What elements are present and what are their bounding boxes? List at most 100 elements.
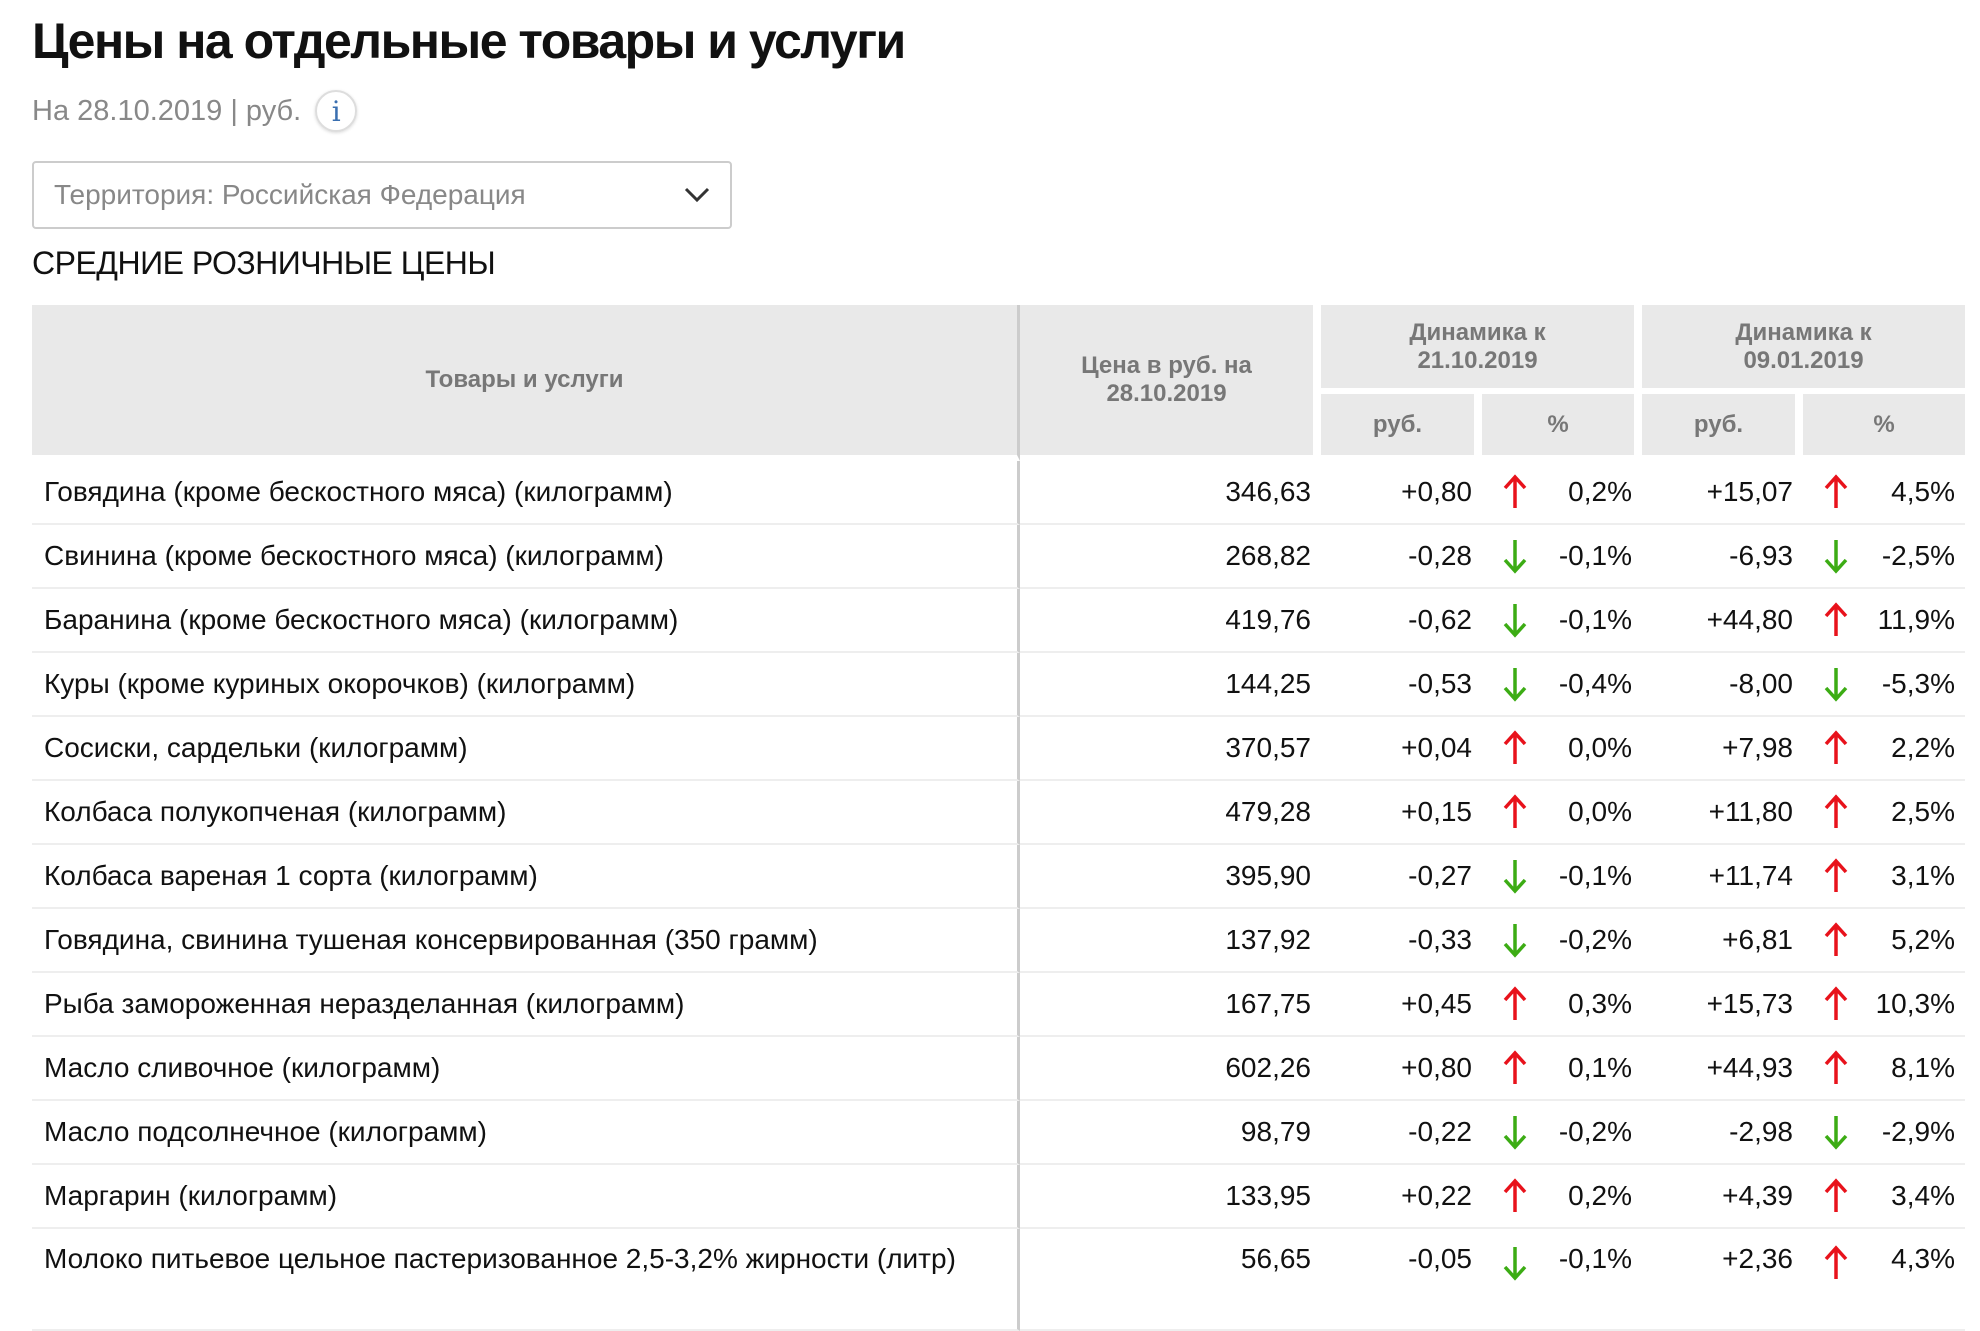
week-change-pct: -0,4%: [1482, 653, 1642, 717]
week-change-pct-value: 0,2%: [1568, 476, 1632, 507]
territory-select[interactable]: Территория: Российская Федерация: [32, 161, 732, 229]
year-change-pct: 5,2%: [1803, 909, 1965, 973]
year-change-pct: 2,5%: [1803, 781, 1965, 845]
year-change-pct-value: 11,9%: [1877, 604, 1955, 635]
header-rub: руб.: [1642, 394, 1803, 461]
arrow-up-icon: [1824, 730, 1848, 764]
year-change-pct: -5,3%: [1803, 653, 1965, 717]
item-name: Рыба замороженная неразделанная (килогра…: [32, 973, 1020, 1037]
arrow-down-icon: [1503, 540, 1527, 574]
year-change-pct: 4,5%: [1803, 461, 1965, 525]
arrow-down-icon: [1503, 668, 1527, 702]
week-change-pct-value: 0,0%: [1568, 732, 1632, 763]
year-change-rub: +11,74: [1642, 845, 1803, 909]
week-change-pct-value: -0,1%: [1558, 1243, 1632, 1274]
arrow-down-icon: [1503, 1247, 1527, 1281]
year-change-rub: -6,93: [1642, 525, 1803, 589]
week-change-pct-value: -0,4%: [1558, 668, 1632, 699]
week-change-rub: +0,22: [1321, 1165, 1482, 1229]
arrow-up-icon: [1824, 602, 1848, 636]
year-change-pct-value: 5,2%: [1891, 924, 1955, 955]
week-change-rub: -0,05: [1321, 1229, 1482, 1331]
year-change-pct-value: -2,5%: [1881, 540, 1955, 571]
week-change-pct: -0,1%: [1482, 589, 1642, 653]
price: 346,63: [1020, 461, 1321, 525]
arrow-down-icon: [1824, 540, 1848, 574]
price: 56,65: [1020, 1229, 1321, 1331]
arrow-up-icon: [1503, 1178, 1527, 1212]
item-name: Масло подсолнечное (килограмм): [32, 1101, 1020, 1165]
header-pct: %: [1803, 394, 1965, 461]
year-change-pct-value: 3,1%: [1891, 860, 1955, 891]
arrow-down-icon: [1503, 604, 1527, 638]
item-name: Маргарин (килограмм): [32, 1165, 1020, 1229]
header-dynamics-week: Динамика к 21.10.2019: [1321, 305, 1642, 394]
table-row: Баранина (кроме бескостного мяса) (килог…: [32, 589, 1965, 653]
week-change-pct: -0,1%: [1482, 845, 1642, 909]
price: 602,26: [1020, 1037, 1321, 1101]
year-change-pct: -2,5%: [1803, 525, 1965, 589]
week-change-rub: -0,27: [1321, 845, 1482, 909]
week-change-rub: -0,33: [1321, 909, 1482, 973]
arrow-up-icon: [1503, 474, 1527, 508]
year-change-pct: -2,9%: [1803, 1101, 1965, 1165]
year-change-pct: 11,9%: [1803, 589, 1965, 653]
chevron-down-icon: [684, 187, 710, 203]
year-change-rub: +15,73: [1642, 973, 1803, 1037]
header-dynamics-year: Динамика к 09.01.2019: [1642, 305, 1965, 394]
year-change-pct: 8,1%: [1803, 1037, 1965, 1101]
item-name: Молоко питьевое цельное пастеризованное …: [32, 1229, 1020, 1331]
arrow-up-icon: [1824, 1050, 1848, 1084]
item-name: Сосиски, сардельки (килограмм): [32, 717, 1020, 781]
price: 395,90: [1020, 845, 1321, 909]
arrow-up-icon: [1824, 986, 1848, 1020]
week-change-pct: 0,2%: [1482, 1165, 1642, 1229]
week-change-rub: +0,80: [1321, 1037, 1482, 1101]
arrow-down-icon: [1824, 668, 1848, 702]
year-change-rub: +2,36: [1642, 1229, 1803, 1331]
header-rub: руб.: [1321, 394, 1482, 461]
item-name: Говядина (кроме бескостного мяса) (килог…: [32, 461, 1020, 525]
item-name: Колбаса вареная 1 сорта (килограмм): [32, 845, 1020, 909]
year-change-pct-value: 2,5%: [1891, 796, 1955, 827]
week-change-rub: +0,04: [1321, 717, 1482, 781]
year-change-rub: -2,98: [1642, 1101, 1803, 1165]
territory-select-value: Территория: Российская Федерация: [54, 179, 526, 210]
week-change-rub: -0,28: [1321, 525, 1482, 589]
week-change-pct: 0,0%: [1482, 717, 1642, 781]
year-change-pct-value: 4,5%: [1891, 476, 1955, 507]
table-row: Маргарин (килограмм) 133,95 +0,22 0,2% +…: [32, 1165, 1965, 1229]
table-row: Колбаса вареная 1 сорта (килограмм) 395,…: [32, 845, 1965, 909]
arrow-up-icon: [1824, 1245, 1848, 1279]
week-change-pct-value: 0,1%: [1568, 1052, 1632, 1083]
price: 419,76: [1020, 589, 1321, 653]
price: 479,28: [1020, 781, 1321, 845]
arrow-down-icon: [1503, 924, 1527, 958]
table-row: Говядина, свинина тушеная консервированн…: [32, 909, 1965, 973]
price: 370,57: [1020, 717, 1321, 781]
year-change-rub: +11,80: [1642, 781, 1803, 845]
year-change-pct-value: 2,2%: [1891, 732, 1955, 763]
year-change-pct-value: 8,1%: [1891, 1052, 1955, 1083]
arrow-up-icon: [1824, 474, 1848, 508]
year-change-rub: +44,80: [1642, 589, 1803, 653]
table-row: Говядина (кроме бескостного мяса) (килог…: [32, 461, 1965, 525]
price: 133,95: [1020, 1165, 1321, 1229]
subtitle: На 28.10.2019 | руб. i: [32, 90, 358, 132]
year-change-pct-value: -2,9%: [1881, 1116, 1955, 1147]
week-change-pct-value: 0,3%: [1568, 988, 1632, 1019]
year-change-rub: +15,07: [1642, 461, 1803, 525]
week-change-pct-value: 0,0%: [1568, 796, 1632, 827]
price: 268,82: [1020, 525, 1321, 589]
week-change-pct: -0,2%: [1482, 1101, 1642, 1165]
year-change-pct: 3,4%: [1803, 1165, 1965, 1229]
item-name: Говядина, свинина тушеная консервированн…: [32, 909, 1020, 973]
year-change-rub: -8,00: [1642, 653, 1803, 717]
info-icon[interactable]: i: [315, 90, 358, 132]
year-change-pct-value: 10,3%: [1875, 988, 1955, 1019]
date-currency-label: На 28.10.2019 | руб.: [32, 94, 302, 127]
week-change-pct: 0,0%: [1482, 781, 1642, 845]
year-change-pct-value: 4,3%: [1891, 1243, 1955, 1274]
price: 144,25: [1020, 653, 1321, 717]
arrow-up-icon: [1503, 1050, 1527, 1084]
